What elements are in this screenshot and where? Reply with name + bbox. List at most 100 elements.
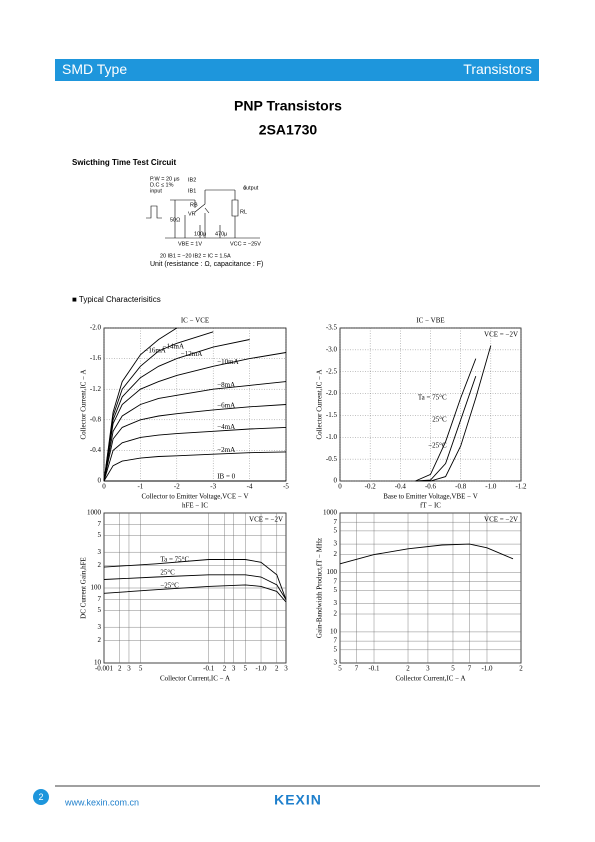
y-tick-label: 3 (98, 623, 102, 631)
circuit-unit: Unit (resistance : Ω, capacitance : F) (150, 261, 263, 268)
series-line (103, 451, 287, 482)
series-line (415, 375, 477, 482)
circuit-text: VR (188, 211, 196, 217)
y-tick-label: 7 (98, 595, 102, 603)
x-tick-label: 5 (139, 665, 143, 673)
y-tick-label: 10 (330, 628, 338, 636)
x-tick-label: 5 (451, 665, 455, 673)
circuit-text: IB2 (188, 177, 196, 183)
y-tick-label: 7 (334, 637, 338, 645)
x-axis-label: Collector Current,IC − A (395, 675, 465, 683)
y-tick-label: 5 (334, 527, 338, 535)
footer-url: www.kexin.com.cn (64, 797, 139, 807)
x-tick-label: -0.1 (203, 665, 215, 673)
circuit-text: P.W = 20 μs (150, 176, 180, 182)
x-tick-label: -3 (210, 483, 216, 491)
y-tick-label: -0.8 (90, 415, 102, 423)
series-label: −8mA (217, 381, 235, 389)
x-tick-label: -0.2 (365, 483, 377, 491)
y-tick-label: 2 (98, 636, 102, 644)
annotation: VCE = −2V (484, 516, 518, 524)
series-label: −2mA (217, 446, 235, 454)
header-left: SMD Type (62, 61, 127, 77)
y-tick-label: 5 (98, 606, 102, 614)
x-tick-label: -1.0 (481, 665, 493, 673)
series-line (103, 381, 287, 482)
chart-title: IC − VBE (416, 317, 444, 325)
x-tick-label: -1.0 (255, 665, 267, 673)
circuit-text: 20 IB1 = −20 IB2 = IC = 1.5A (160, 253, 231, 259)
series-line (103, 352, 287, 482)
circuit-text: 50Ω (170, 217, 180, 223)
x-tick-label: 3 (232, 665, 236, 673)
series-label: 25°C (432, 415, 447, 423)
series-line (103, 559, 287, 600)
x-axis-label: Base to Emitter Voltage,VBE − V (383, 493, 478, 501)
circuit-text: 470μ (215, 231, 227, 237)
y-tick-label: -2.0 (90, 324, 102, 332)
y-tick-label: -3.5 (326, 324, 338, 332)
y-tick-label: -1.5 (326, 411, 338, 419)
chart-title: IC − VCE (181, 317, 209, 325)
y-tick-label: 0 (334, 477, 338, 485)
title: PNP Transistors (234, 98, 342, 114)
series-label: 25°C (160, 569, 175, 577)
annotation: VCE = −2V (484, 331, 518, 339)
y-tick-label: 2 (98, 561, 102, 569)
x-tick-label: 2 (406, 665, 410, 673)
circuit-text: 100μ (194, 231, 206, 237)
x-axis-label: Collector to Emitter Voltage,VCE − V (142, 493, 249, 501)
series-line (103, 327, 178, 482)
x-axis-label: Collector Current,IC − A (160, 675, 230, 683)
y-tick-label: -0.5 (326, 455, 338, 463)
x-tick-label: -2 (174, 483, 180, 491)
plot-frame (339, 512, 522, 664)
y-axis-label: DC Current Gain,hFE (80, 557, 88, 619)
y-tick-label: 2 (334, 610, 338, 618)
series-line (103, 404, 287, 482)
y-axis-label: Gain-Bandwidth Product,fT − MHz (316, 538, 324, 638)
series-line (103, 339, 250, 482)
y-tick-label: 1000 (323, 509, 338, 517)
y-tick-label: -1.0 (326, 433, 338, 441)
x-tick-label: -1.2 (515, 483, 527, 491)
y-tick-label: 7 (98, 520, 102, 528)
y-tick-label: 3 (334, 659, 338, 667)
part-number: 2SA1730 (259, 122, 318, 138)
x-tick-label: -0.4 (395, 483, 407, 491)
y-tick-label: 10 (94, 659, 102, 667)
y-tick-label: 5 (334, 586, 338, 594)
circuit-text: RB (190, 202, 198, 208)
header-right: Transistors (463, 61, 532, 77)
y-tick-label: 100 (327, 568, 338, 576)
x-tick-label: 2 (519, 665, 523, 673)
series-label: −25°C (428, 442, 447, 450)
series-label: −6mA (217, 401, 235, 409)
series-line (339, 543, 514, 565)
y-tick-label: 5 (334, 645, 338, 653)
series-label: IB = 0 (217, 473, 235, 481)
x-tick-label: -0.6 (425, 483, 437, 491)
x-tick-label: -0.001 (95, 665, 114, 673)
annotation: VCE = −2V (249, 516, 283, 524)
header-band (55, 59, 539, 81)
x-tick-label: 3 (284, 665, 288, 673)
x-tick-label: -4 (247, 483, 253, 491)
series-line (103, 331, 214, 482)
x-tick-label: 2 (223, 665, 227, 673)
circuit-title: Swicthing Time Test Circuit (72, 158, 177, 167)
footer-logo: KEXIN (274, 792, 322, 808)
series-line (415, 345, 492, 482)
y-tick-label: 2 (334, 550, 338, 558)
y-tick-label: 7 (334, 577, 338, 585)
y-tick-label: 1000 (87, 509, 102, 517)
x-tick-label: 7 (355, 665, 359, 673)
chart-title: hFE − IC (182, 502, 208, 510)
x-tick-label: 2 (275, 665, 279, 673)
series-label: Ta = 75°C (160, 555, 189, 563)
x-tick-label: -0.1 (368, 665, 380, 673)
circuit-text: IB1 (188, 188, 196, 194)
x-tick-label: 0 (102, 483, 106, 491)
y-axis-label: Collector Current,IC − A (316, 369, 324, 439)
